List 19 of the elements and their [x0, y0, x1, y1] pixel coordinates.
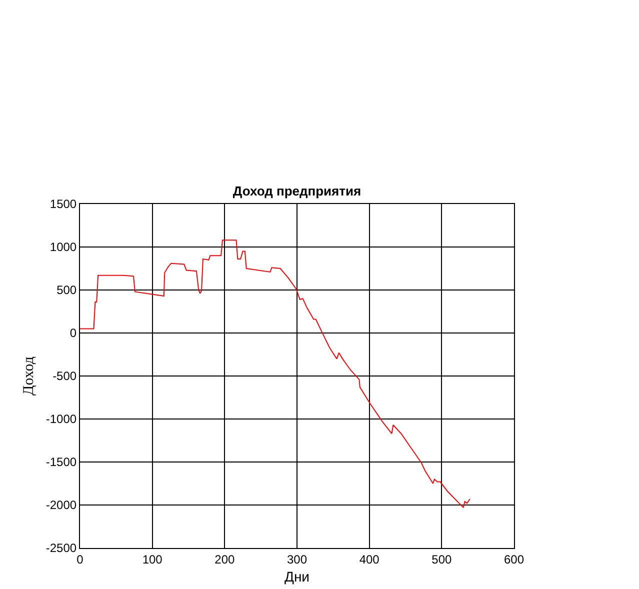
- x-tick-label: 600: [504, 552, 524, 566]
- y-tick-label: 500: [56, 283, 77, 298]
- x-tick-label: 200: [214, 552, 235, 566]
- x-axis-title: Дни: [284, 568, 310, 585]
- y-tick-label: -500: [52, 369, 77, 384]
- x-tick-label: 500: [432, 552, 452, 566]
- y-tick-label: 1000: [50, 240, 77, 254]
- y-tick-label: -1500: [46, 455, 77, 470]
- y-axis-title: Доход: [21, 356, 38, 396]
- x-tick-label: 300: [286, 552, 308, 566]
- y-tick-label: 1500: [50, 197, 77, 212]
- x-tick-label: 100: [142, 552, 163, 566]
- y-tick-label: -2500: [46, 541, 77, 556]
- chart-title: Доход предприятия: [232, 184, 362, 199]
- y-tick-label: -1000: [46, 412, 77, 426]
- y-tick-label: -2000: [46, 498, 77, 512]
- x-tick-label: 400: [359, 552, 380, 566]
- line-series: [80, 240, 470, 508]
- y-tick-label: 0: [70, 326, 77, 340]
